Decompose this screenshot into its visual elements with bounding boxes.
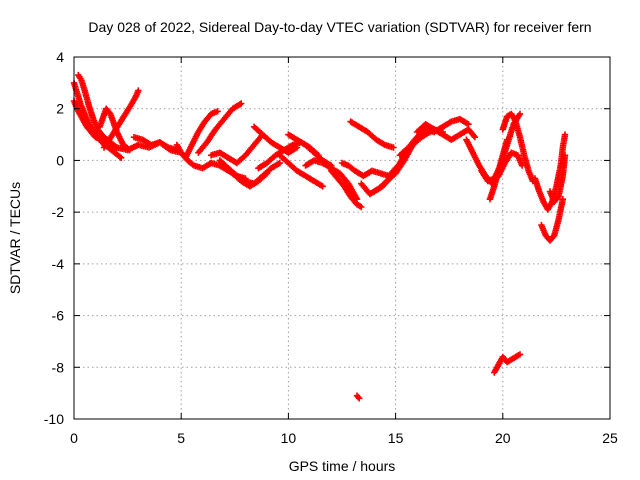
y-tick-label: -6 xyxy=(52,308,65,324)
series-arc-19 xyxy=(328,167,365,211)
series-arc-20 xyxy=(338,159,399,180)
y-tick-labels: 4 2 0 -2 -4 -6 -8 -10 xyxy=(44,49,64,427)
x-tick-label: 25 xyxy=(602,430,618,446)
data-point xyxy=(116,153,124,160)
y-tick-label: 2 xyxy=(56,101,64,117)
data-point xyxy=(238,100,245,107)
data-point xyxy=(276,159,283,167)
series-arc-24 xyxy=(396,115,472,159)
data-point xyxy=(263,170,271,177)
data-point xyxy=(319,183,326,190)
series-arc-5 xyxy=(100,87,142,151)
data-point xyxy=(470,132,478,140)
data-point xyxy=(135,87,142,94)
y-tick-label: 4 xyxy=(56,49,64,65)
series-arc-32 xyxy=(546,152,569,205)
series-arc-10 xyxy=(195,100,245,156)
y-tick-label: -4 xyxy=(52,256,65,272)
x-tick-labels: 0 5 10 15 20 25 xyxy=(70,430,618,446)
y-tick-label: -10 xyxy=(44,411,64,427)
series-arc-31 xyxy=(538,196,566,244)
x-tick-label: 5 xyxy=(177,430,185,446)
data-point xyxy=(354,393,362,401)
data-point xyxy=(356,395,363,402)
grid-lines xyxy=(74,57,610,419)
data-point xyxy=(561,152,569,159)
data-point xyxy=(516,110,524,118)
x-tick-label: 10 xyxy=(281,430,297,446)
series-arc-25 xyxy=(413,121,479,143)
x-tick-label: 20 xyxy=(495,430,511,446)
series-arc-33 xyxy=(491,351,524,376)
plot-frame xyxy=(73,56,611,420)
series-arc-2 xyxy=(75,71,121,151)
x-axis-label: GPS time / hours xyxy=(289,458,396,474)
data-point xyxy=(390,144,397,151)
series-arc-21 xyxy=(347,118,397,151)
series-arc-13 xyxy=(220,162,271,190)
data-point xyxy=(503,136,511,143)
data-point xyxy=(561,131,569,138)
data-point xyxy=(118,154,125,161)
y-tick-label: 0 xyxy=(56,152,64,168)
y-tick-label: -2 xyxy=(52,204,65,220)
data-point xyxy=(214,108,221,115)
series-arc-34 xyxy=(353,392,363,402)
chart-title: Day 028 of 2022, Sidereal Day-to-day VTE… xyxy=(88,19,591,35)
data-point xyxy=(471,134,479,141)
x-tick-label: 0 xyxy=(70,430,78,446)
series-arc-11 xyxy=(208,131,266,167)
axis-ticks xyxy=(73,56,611,420)
data-points xyxy=(70,71,569,402)
y-tick-label: -8 xyxy=(52,359,65,375)
series-arc-16 xyxy=(276,152,326,190)
series-arc-28 xyxy=(486,136,511,203)
x-tick-label: 15 xyxy=(388,430,404,446)
y-axis-label: SDTVAR / TECUs xyxy=(7,182,23,294)
series-arc-9 xyxy=(182,108,221,161)
data-point xyxy=(559,196,566,203)
data-point xyxy=(516,351,524,358)
data-point xyxy=(358,203,365,211)
